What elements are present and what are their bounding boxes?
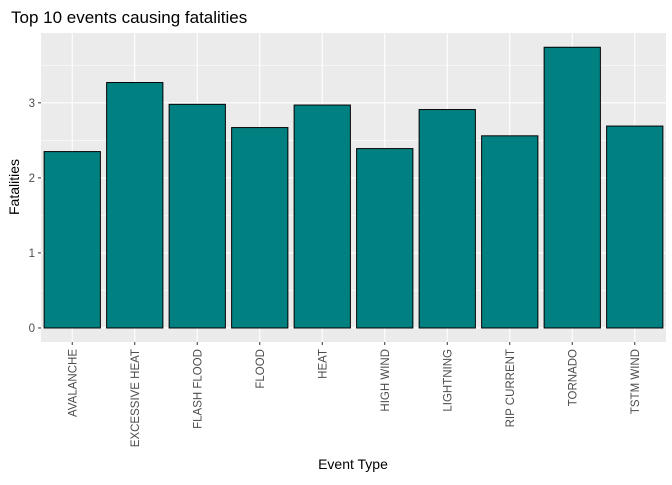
x-tick-label: FLASH FLOOD	[192, 349, 204, 429]
bar	[606, 125, 664, 329]
x-tick-label: EXCESSIVE HEAT	[130, 349, 142, 447]
bar	[106, 82, 164, 329]
bars	[43, 46, 664, 329]
bar	[543, 46, 601, 329]
x-tick-label: RIP CURRENT	[505, 349, 517, 427]
bar	[168, 103, 226, 329]
y-tick-label: 2	[29, 173, 35, 185]
y-tick-label: 1	[29, 248, 35, 260]
x-tick-label: HIGH WIND	[380, 349, 392, 412]
x-tick-label: AVALANCHE	[67, 349, 79, 417]
bar	[231, 127, 289, 329]
x-tick-label: FLOOD	[255, 349, 267, 389]
x-tick-label: LIGHTNING	[442, 349, 454, 412]
y-axis-title: Fatalities	[6, 159, 22, 215]
x-axis-title: Event Type	[318, 456, 388, 472]
x-axis: AVALANCHE EXCESSIVE HEAT FLASH FLOOD FLOOD H…	[67, 342, 642, 447]
y-tick-label: 3	[29, 98, 35, 110]
bar	[356, 148, 414, 329]
y-tick-label: 0	[29, 323, 35, 335]
x-tick-label: TORNADO	[567, 349, 579, 406]
bar	[481, 135, 539, 329]
bar	[418, 109, 476, 329]
y-axis: 0 1 2 3	[29, 98, 41, 335]
chart-title: Top 10 events causing fatalities	[11, 8, 247, 27]
bar	[43, 151, 101, 329]
x-tick-label: TSTM WIND	[630, 349, 642, 414]
x-tick-label: HEAT	[317, 349, 329, 379]
bar	[293, 104, 351, 329]
